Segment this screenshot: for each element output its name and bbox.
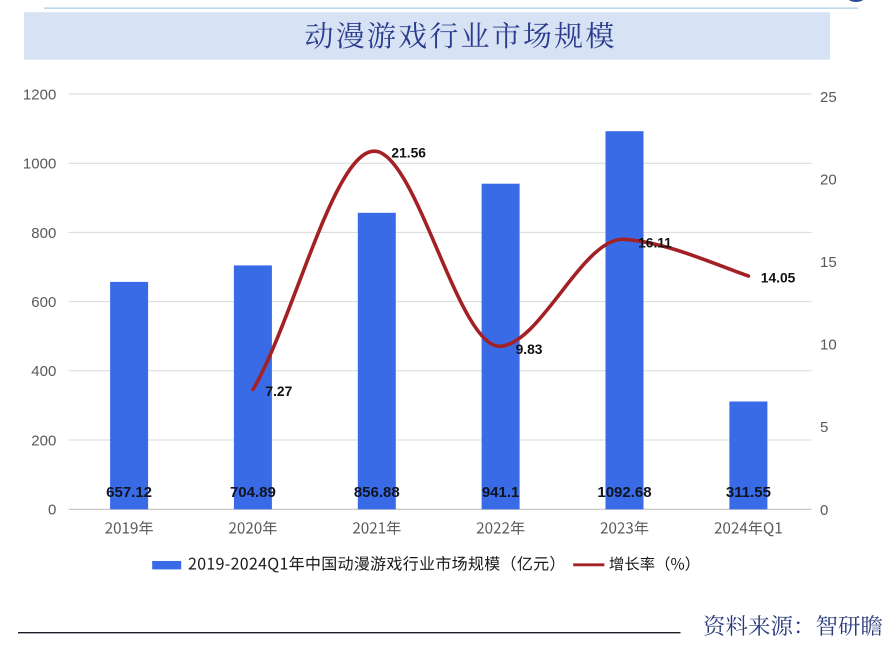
svg-text:7.27: 7.27 [265,384,292,399]
svg-text:856.88: 856.88 [354,484,400,501]
svg-text:25: 25 [820,89,837,106]
svg-text:941.1: 941.1 [482,484,520,501]
svg-text:20: 20 [820,171,837,188]
svg-text:10: 10 [820,337,837,354]
svg-text:1000: 1000 [23,156,56,173]
svg-text:14.05: 14.05 [761,270,796,285]
svg-text:311.55: 311.55 [726,484,771,501]
svg-text:200: 200 [31,432,56,449]
svg-text:400: 400 [31,363,56,380]
svg-text:9.83: 9.83 [516,342,543,357]
svg-text:1200: 1200 [23,86,56,103]
svg-text:15: 15 [820,254,837,271]
svg-text:0: 0 [48,502,56,519]
svg-text:5: 5 [820,419,828,436]
svg-text:704.89: 704.89 [230,484,276,501]
svg-text:16.11: 16.11 [638,235,672,250]
svg-text:800: 800 [31,225,56,242]
svg-text:657.12: 657.12 [106,484,152,501]
svg-text:1092.68: 1092.68 [597,484,651,501]
svg-text:600: 600 [31,294,56,311]
svg-text:0: 0 [820,502,828,519]
svg-text:21.56: 21.56 [391,145,426,160]
